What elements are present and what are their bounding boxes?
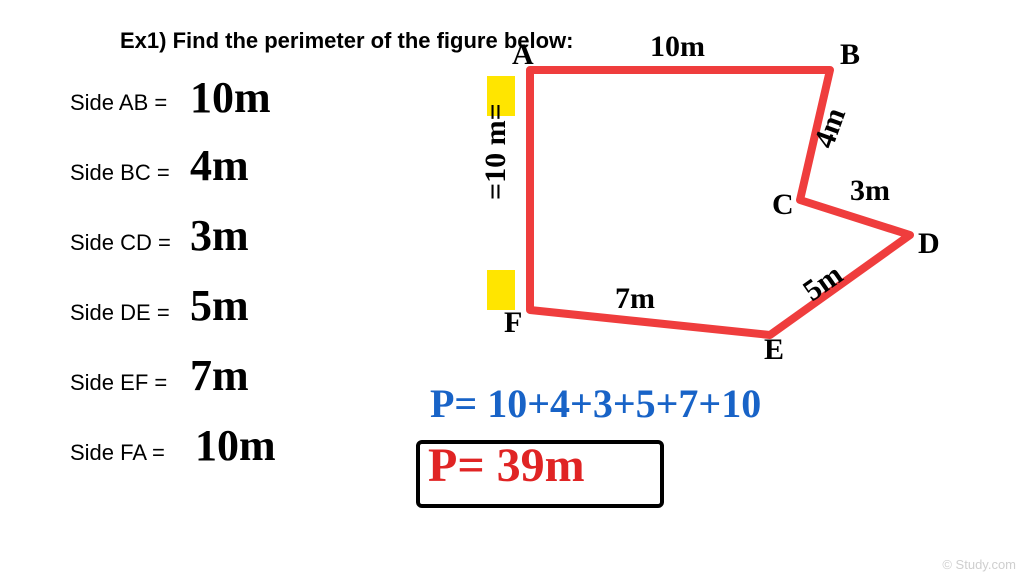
- highlight-marker: [487, 270, 515, 310]
- edge-label: 5m: [797, 258, 849, 308]
- perimeter-expression: P= 10+4+3+5+7+10: [430, 380, 761, 427]
- vertex-label: F: [504, 306, 522, 339]
- vertex-label: E: [764, 333, 784, 366]
- vertex-label: B: [840, 38, 860, 71]
- edge-label: 3m: [850, 174, 890, 207]
- vertex-label: A: [512, 38, 534, 71]
- edge-label: =10 m=: [479, 103, 512, 200]
- vertex-label: C: [772, 188, 794, 221]
- edge-label: 10m: [650, 30, 705, 63]
- vertex-label: D: [918, 227, 940, 260]
- perimeter-result: P= 39m: [428, 438, 585, 493]
- edge-label: 7m: [615, 282, 655, 315]
- watermark: © Study.com: [942, 557, 1016, 572]
